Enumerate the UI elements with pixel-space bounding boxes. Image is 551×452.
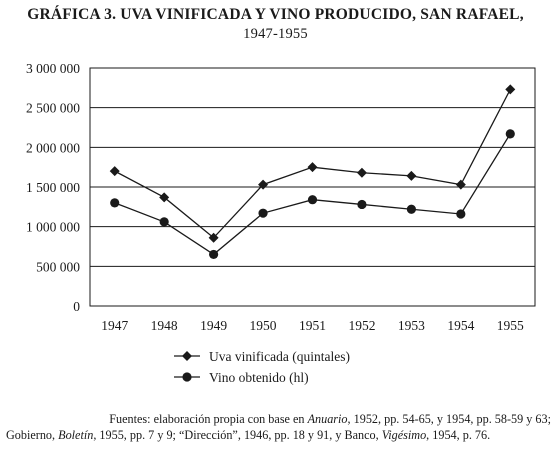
data-point-diamond: [182, 351, 192, 361]
data-point-circle: [258, 208, 268, 218]
data-point-circle: [456, 209, 466, 219]
legend-entry-1: Uva vinificada (quintales): [174, 349, 350, 364]
y-tick-label: 2 000 000: [26, 140, 80, 155]
source-note: Fuentes: elaboración propia con base en …: [6, 412, 551, 443]
data-point-diamond: [159, 192, 170, 203]
legend-entry-2: Vino obtenido (hl): [174, 370, 309, 385]
data-point-circle: [307, 195, 318, 205]
data-point-diamond: [258, 179, 269, 190]
series-2: [110, 129, 515, 260]
x-tick-label: 1947: [101, 318, 128, 333]
y-tick-label: 1 500 000: [26, 180, 80, 195]
series-1: [109, 84, 516, 243]
data-point-circle: [406, 204, 416, 214]
data-point-diamond: [307, 162, 318, 173]
data-point-diamond: [109, 166, 120, 177]
data-point-diamond: [505, 84, 516, 95]
data-point-circle: [159, 217, 169, 227]
data-point-circle: [182, 372, 192, 382]
x-tick-label: 1953: [398, 318, 425, 333]
data-point-circle: [505, 129, 515, 139]
data-point-diamond: [406, 170, 417, 181]
x-tick-label: 1950: [250, 318, 277, 333]
series-line: [114, 133, 511, 256]
y-tick-label: 0: [73, 299, 80, 314]
data-point-circle: [357, 199, 367, 210]
x-tick-label: 1948: [151, 318, 178, 333]
x-tick-label: 1951: [299, 318, 326, 333]
data-point-circle: [209, 249, 219, 260]
source-line-1: Fuentes: elaboración propia con base en …: [109, 412, 551, 426]
data-point-diamond: [208, 232, 219, 243]
y-tick-label: 500 000: [36, 259, 80, 274]
plot-frame: [89, 67, 536, 307]
x-tick-label: 1954: [447, 318, 474, 333]
chart-subtitle: 1947-1955: [243, 26, 308, 42]
x-tick-label: 1949: [200, 318, 227, 333]
data-point-circle: [110, 198, 120, 208]
y-tick-label: 3 000 000: [26, 61, 80, 76]
x-tick-label: 1952: [348, 318, 375, 333]
y-tick-label: 1 000 000: [26, 220, 80, 235]
data-point-diamond: [356, 167, 367, 178]
legend-label: Vino obtenido (hl): [209, 370, 309, 385]
data-point-diamond: [455, 179, 466, 190]
source-line-2: Gobierno, Boletín, 1955, pp. 7 y 9; “Dir…: [6, 427, 491, 442]
line-chart: 0 500 000 1 000 000 1 500 000 2 000 000 2 500…: [26, 61, 536, 385]
chart-title: GRÁFICA 3. UVA VINIFICADA Y VINO PRODUCI…: [27, 6, 524, 23]
y-tick-label: 2 500 000: [26, 101, 80, 116]
x-tick-label: 1955: [497, 318, 524, 333]
legend-label: Uva vinificada (quintales): [209, 349, 350, 364]
